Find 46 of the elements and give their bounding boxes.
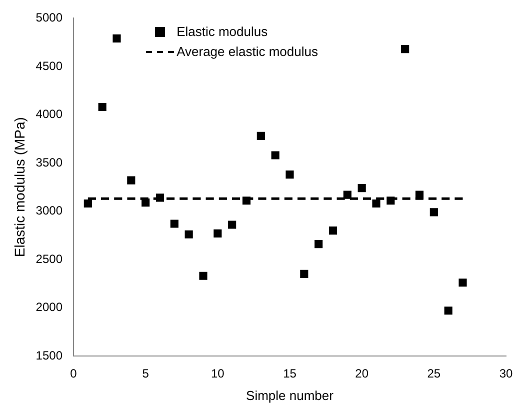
point xyxy=(199,272,208,280)
point xyxy=(127,176,136,184)
x-axis-title: Simple number xyxy=(246,388,334,403)
point xyxy=(343,190,352,199)
point xyxy=(430,208,438,216)
legend-label: Elastic modulus xyxy=(176,23,268,42)
y-tick-label: 4000 xyxy=(36,107,63,122)
point xyxy=(358,184,366,192)
legend-label: Average elastic modulus xyxy=(176,43,318,62)
point xyxy=(458,278,467,287)
point xyxy=(372,199,380,208)
x-tick-label: 10 xyxy=(210,366,225,381)
x-tick-label: 15 xyxy=(283,366,297,381)
y-tick-label: 3500 xyxy=(36,155,63,170)
y-tick-label: 5000 xyxy=(36,10,63,25)
y-tick-label: 1500 xyxy=(36,348,63,362)
y-tick-label: 3000 xyxy=(36,204,63,218)
point xyxy=(314,240,323,248)
point xyxy=(112,34,121,43)
x-tick-label: 20 xyxy=(355,366,369,381)
point xyxy=(300,270,308,278)
point xyxy=(142,198,150,207)
x-tick-label: 0 xyxy=(70,366,78,381)
point xyxy=(156,194,164,202)
point xyxy=(328,226,338,235)
point xyxy=(228,220,236,229)
point xyxy=(401,45,410,54)
point xyxy=(256,132,265,140)
x-tick-label: 25 xyxy=(427,366,441,381)
x-tick-label: 5 xyxy=(142,366,150,381)
y-tick-label: 4500 xyxy=(36,58,63,73)
point xyxy=(98,102,106,112)
point xyxy=(84,199,92,208)
point xyxy=(184,230,193,238)
point xyxy=(386,196,395,205)
point xyxy=(170,220,178,228)
x-tick-label: 30 xyxy=(499,366,513,381)
point xyxy=(444,306,452,315)
point xyxy=(415,190,424,199)
y-tick-label: 2500 xyxy=(36,252,63,266)
y-axis-title: Elastic modulus (MPa) xyxy=(11,117,28,258)
point xyxy=(286,170,294,179)
point xyxy=(242,196,251,205)
y-tick-label: 2000 xyxy=(36,300,63,314)
point xyxy=(214,229,222,238)
point xyxy=(271,151,280,160)
